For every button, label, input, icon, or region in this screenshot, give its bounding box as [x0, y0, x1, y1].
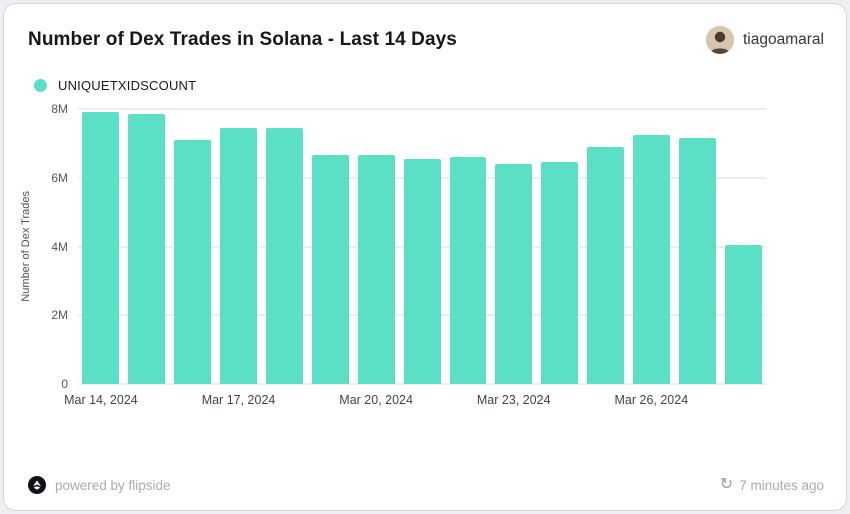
header: Number of Dex Trades in Solana - Last 14… [4, 4, 846, 54]
powered-by-link[interactable]: powered by flipside [28, 476, 171, 494]
bar-Mar 18, 2024[interactable] [265, 127, 303, 384]
y-tick-label: 2M [51, 308, 68, 323]
last-updated: ↻ 7 minutes ago [720, 477, 824, 493]
avatar [706, 26, 734, 54]
gridline [78, 108, 766, 110]
y-axis-title: Number of Dex Trades [20, 191, 32, 302]
bar-chart: Number of Dex Trades 0 2M 4M 6M 8M Mar 14, 2… [18, 102, 766, 414]
x-tick-label: Mar 17, 2024 [201, 393, 276, 407]
bar-Mar 21, 2024[interactable] [403, 158, 441, 384]
bar-Mar 24, 2024[interactable] [541, 162, 579, 384]
bar-Mar 28, 2024[interactable] [725, 244, 763, 384]
dashboard-card: Number of Dex Trades in Solana - Last 14… [3, 3, 847, 511]
legend[interactable]: UNIQUETXIDSCOUNT [34, 78, 846, 93]
user-chip[interactable]: tiagoamaral [706, 26, 824, 54]
footer: powered by flipside ↻ 7 minutes ago [4, 476, 846, 510]
username: tiagoamaral [743, 31, 824, 48]
plot-area [78, 108, 766, 385]
powered-by-label: powered by flipside [55, 477, 171, 493]
bars-group [78, 109, 766, 384]
x-tick-label: Mar 14, 2024 [64, 393, 138, 407]
y-axis-ticks: 0 2M 4M 6M 8M [34, 102, 78, 391]
y-tick-label: 0 [61, 377, 68, 391]
x-tick-label: Mar 26, 2024 [614, 393, 689, 407]
gridline [78, 383, 766, 385]
bar-Mar 14, 2024[interactable] [82, 112, 119, 384]
last-updated-label: 7 minutes ago [739, 477, 824, 493]
x-tick-label: Mar 20, 2024 [339, 393, 413, 407]
bar-Mar 22, 2024[interactable] [449, 157, 487, 384]
y-tick-label: 8M [51, 102, 68, 116]
bar-Mar 25, 2024[interactable] [587, 146, 625, 384]
bar-Mar 26, 2024[interactable] [633, 134, 671, 384]
x-tick-label: Mar 23, 2024 [476, 393, 551, 407]
page-title: Number of Dex Trades in Solana - Last 14… [28, 29, 457, 50]
bar-Mar 19, 2024[interactable] [311, 155, 349, 384]
legend-swatch-icon [34, 79, 47, 92]
bar-Mar 23, 2024[interactable] [495, 164, 533, 384]
x-axis-ticks: Mar 14, 2024 Mar 17, 2024 Mar 20, 2024 Mar … [64, 393, 766, 414]
bar-Mar 27, 2024[interactable] [679, 138, 717, 384]
legend-label: UNIQUETXIDSCOUNT [58, 78, 197, 93]
flipside-logo-icon [28, 476, 46, 494]
refresh-icon[interactable]: ↻ [719, 476, 734, 493]
y-tick-label: 6M [51, 170, 68, 185]
bar-Mar 20, 2024[interactable] [357, 155, 395, 384]
bar-Mar 15, 2024[interactable] [127, 114, 165, 384]
y-tick-label: 4M [51, 239, 68, 254]
bar-Mar 17, 2024[interactable] [219, 127, 257, 384]
bar-Mar 16, 2024[interactable] [173, 139, 211, 384]
